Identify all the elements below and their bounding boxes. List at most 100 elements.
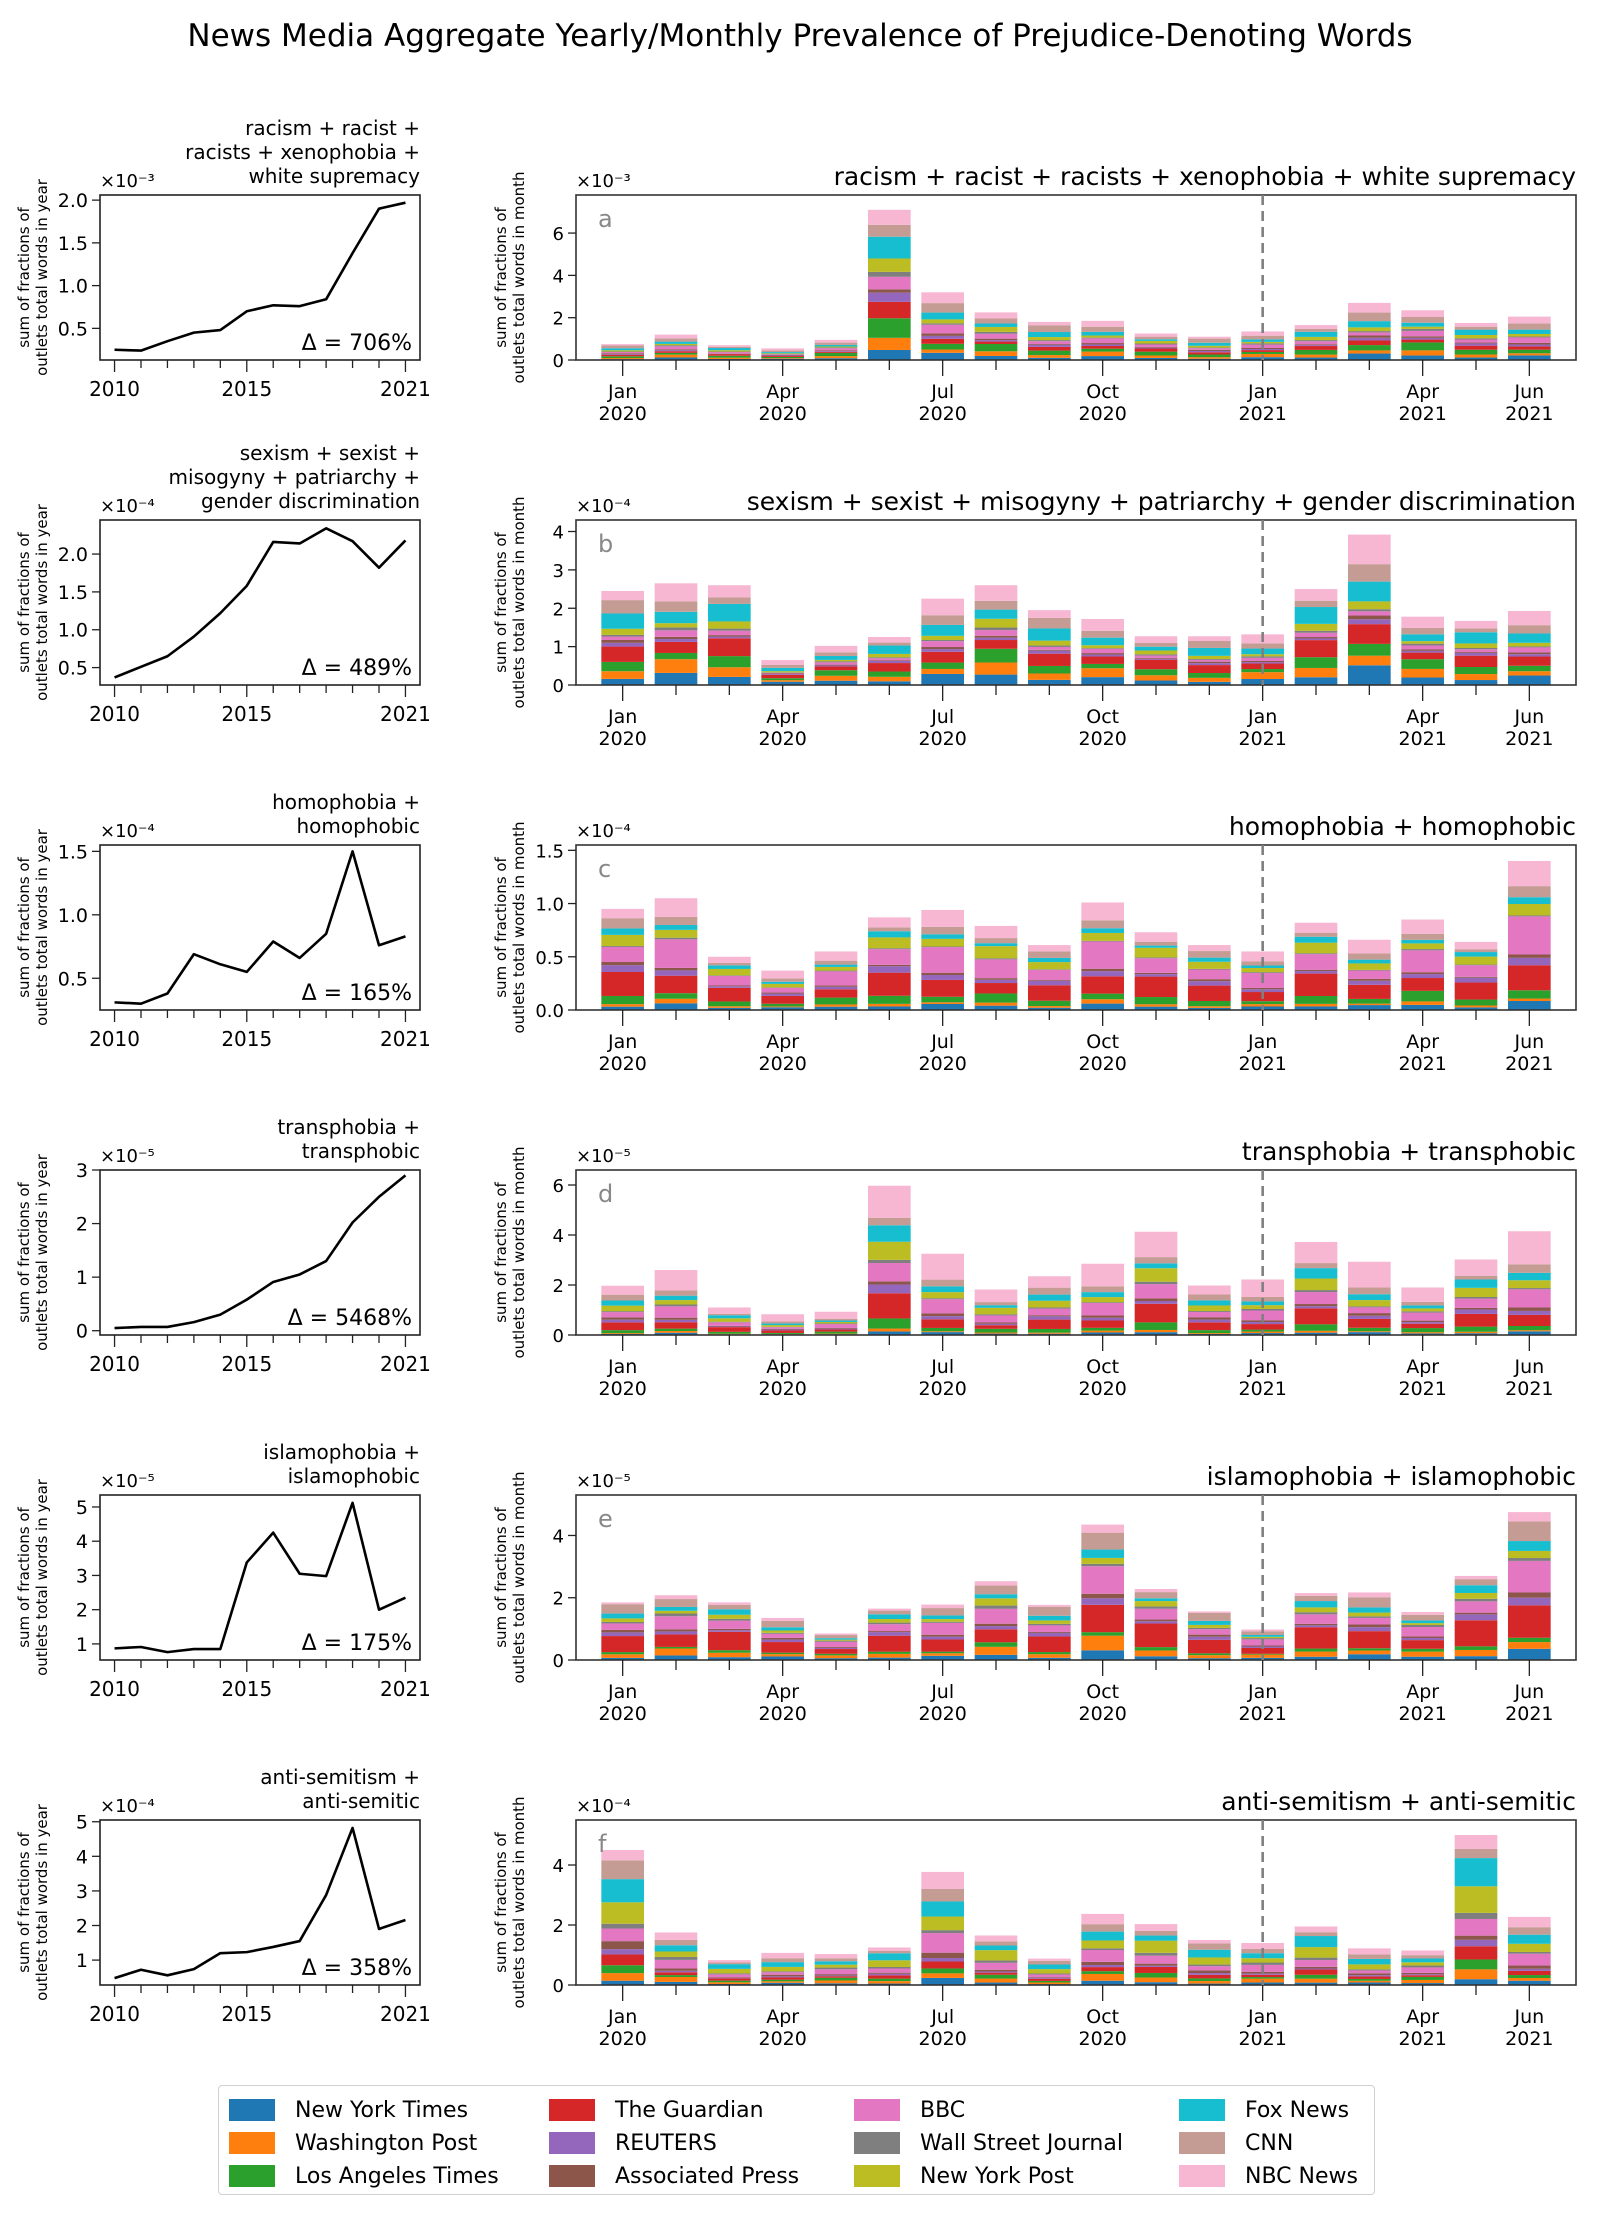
bar-segment-reuters (1508, 1310, 1551, 1315)
bar-segment-bbc (974, 1608, 1018, 1624)
bar-segment-wall-street-journal (1294, 1290, 1338, 1293)
delta-annotation: Δ = 5468% (288, 1306, 412, 1331)
y-tick-label: 1 (553, 638, 564, 659)
legend-label: Washington Post (295, 2130, 478, 2156)
bar-segment-new-york-post (761, 671, 804, 673)
bar-segment-los-angeles-times (1188, 1978, 1231, 1982)
bar-segment-washington-post (708, 667, 751, 677)
bar-segment-bbc (814, 1324, 858, 1328)
bar-segment-new-york-times (601, 359, 644, 360)
x-tick-label-line: Jul (930, 2006, 954, 2028)
bar-segment-bbc (601, 1928, 644, 1942)
bar-segment-los-angeles-times (708, 1331, 751, 1334)
bar-segment-los-angeles-times (814, 1977, 858, 1981)
bar-segment-wall-street-journal (1508, 1288, 1551, 1290)
bar-segment-the-guardian (1081, 346, 1124, 349)
bar-segment-los-angeles-times (814, 352, 858, 357)
bar-segment-the-guardian (1348, 984, 1391, 999)
monthly-bar-chart-monthly-transphobia: Jan2020Apr2020Jul2020Oct2020Jan2021Apr20… (492, 1137, 1577, 1400)
y-multiplier-label: ×10⁻⁴ (576, 821, 631, 842)
bar-segment-washington-post (814, 1004, 858, 1007)
stacked-bar (1028, 1958, 1071, 1985)
subplot-title: transphobia +transphobic (277, 1115, 420, 1163)
bar-segment-reuters (708, 1326, 751, 1328)
bar-segment-los-angeles-times (1028, 350, 1071, 356)
bar-segment-los-angeles-times (654, 1646, 698, 1649)
bar-segment-the-guardian (1028, 1636, 1071, 1653)
y-axis-label-line: outlets total words in month (510, 171, 528, 383)
bar-segment-reuters (1401, 650, 1444, 653)
bar-segment-new-york-times (1188, 358, 1231, 360)
bar-segment-nbc-news (1188, 1611, 1231, 1613)
bar-segment-wall-street-journal (1454, 1598, 1498, 1602)
bar-segment-washington-post (1188, 1333, 1231, 1335)
bar-segment-cnn (921, 1608, 964, 1616)
bar-segment-new-york-times (601, 1334, 644, 1335)
bar-segment-los-angeles-times (974, 993, 1018, 1003)
bar-segment-cnn (1508, 1927, 1551, 1935)
stacked-bar (1188, 336, 1231, 360)
stacked-bar (1134, 333, 1178, 360)
bar-segment-the-guardian (1294, 346, 1338, 350)
bar-segment-nbc-news (814, 339, 858, 343)
x-tick-label-line: 2021 (1238, 1703, 1286, 1725)
x-tick-label-line: Jan (1247, 1681, 1277, 1703)
bar-segment-the-guardian (921, 979, 964, 997)
y-axis-label-line: outlets total words in year (33, 828, 51, 1026)
bar-segment-associated-press (1454, 342, 1498, 344)
bar-segment-washington-post (1454, 1969, 1498, 1980)
bar-segment-fox-news (1401, 1958, 1444, 1963)
bar-segment-wall-street-journal (921, 1298, 964, 1300)
bar-segment-cnn (974, 938, 1018, 944)
bar-segment-wall-street-journal (1348, 331, 1391, 333)
legend-item: REUTERS (549, 2129, 717, 2157)
bar-segment-reuters (601, 1632, 644, 1637)
bar-segment-fox-news (974, 943, 1018, 947)
bar-segment-new-york-times (1401, 1004, 1444, 1010)
bar-segment-wall-street-journal (708, 1973, 751, 1975)
bar-segment-new-york-post (1454, 956, 1498, 965)
bar-segment-cnn (654, 338, 698, 342)
bar-segment-wall-street-journal (708, 1618, 751, 1621)
bar-segment-fox-news (1081, 331, 1124, 336)
bar-segment-reuters (654, 970, 698, 976)
bar-segment-nbc-news (1241, 951, 1284, 962)
bar-segment-cnn (1081, 326, 1124, 332)
bar-segment-cnn (601, 345, 644, 349)
x-tick-label-line: 2020 (1078, 1378, 1126, 1400)
bar-segment-washington-post (921, 1653, 964, 1656)
bar-segment-washington-post (1508, 998, 1551, 1002)
bar-segment-los-angeles-times (601, 995, 644, 1005)
bar-segment-fox-news (1508, 1934, 1551, 1944)
plot-frame (99, 194, 421, 361)
y-tick-label: 2 (76, 1214, 88, 1236)
stacked-bar (1401, 919, 1444, 1010)
bar-segment-nbc-news (868, 209, 911, 225)
bar-segment-new-york-times (1028, 1333, 1071, 1335)
bar-segment-cnn (814, 1318, 858, 1321)
bar-segment-the-guardian (1134, 348, 1178, 352)
bar-segment-reuters (1028, 1977, 1071, 1979)
bar-segment-reuters (974, 979, 1018, 984)
bar-segment-reuters (1401, 1637, 1444, 1641)
bar-segment-wall-street-journal (1081, 940, 1124, 942)
stacked-bar (974, 925, 1018, 1010)
bar-segment-los-angeles-times (1241, 1653, 1284, 1655)
bar-segment-associated-press (1508, 342, 1551, 345)
bar-segment-nbc-news (1188, 1940, 1231, 1944)
bar-segment-washington-post (708, 357, 751, 359)
x-tick-label-line: Jun (1513, 2006, 1544, 2028)
stacked-bar (1508, 1231, 1551, 1335)
bar-segment-fox-news (1454, 329, 1498, 335)
bar-segment-los-angeles-times (1241, 1329, 1284, 1332)
bar-segment-new-york-post (1188, 655, 1231, 659)
bar-segment-los-angeles-times (1508, 1325, 1551, 1331)
bar-segment-bbc (1401, 330, 1444, 337)
bar-segment-the-guardian (1508, 346, 1551, 350)
x-tick-label-line: Jan (607, 1356, 637, 1378)
x-tick-label: 2015 (221, 702, 272, 726)
bar-segment-cnn (974, 600, 1018, 610)
bar-segment-fox-news (921, 1286, 964, 1293)
bar-segment-reuters (1028, 344, 1071, 347)
